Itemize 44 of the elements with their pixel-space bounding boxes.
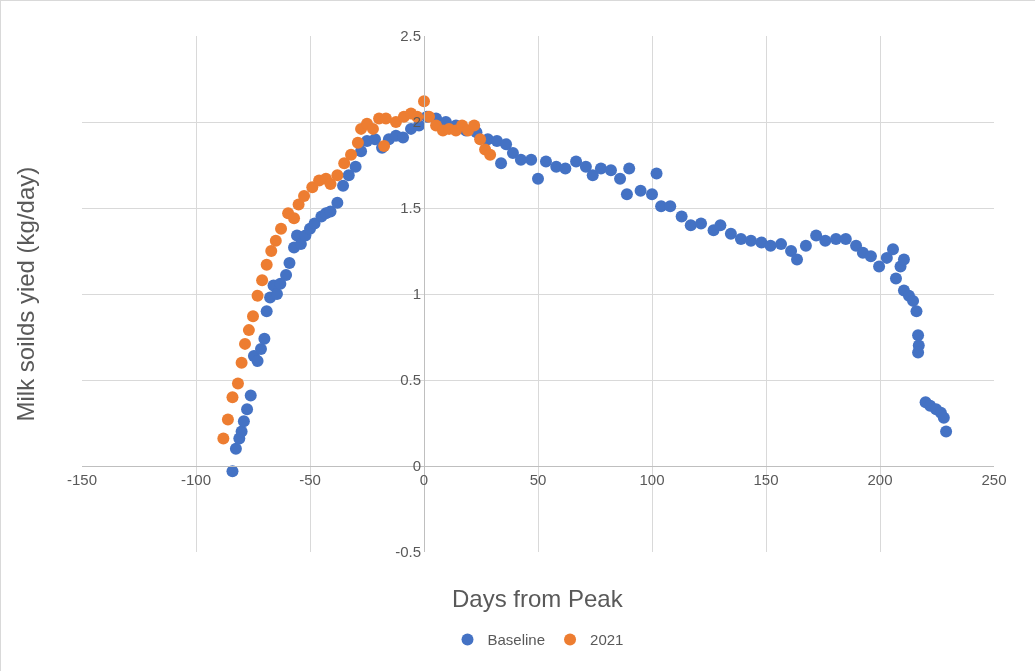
point: [275, 222, 288, 235]
legend-label: 2021: [590, 631, 624, 649]
y-tick-label: 0.5: [400, 371, 421, 389]
x-tick-label: 100: [639, 471, 665, 488]
legend-label: Baseline: [487, 631, 546, 649]
y-axis-title: Milk soilds yied (kg/day): [12, 166, 40, 422]
y-tick-label: -0.5: [395, 543, 421, 561]
point: [298, 189, 311, 202]
x-tick-label: -100: [180, 471, 212, 488]
point: [345, 148, 358, 161]
point: [235, 356, 248, 369]
x-tick-label: 250: [981, 471, 1007, 488]
y-tick-label: 0: [412, 457, 421, 475]
x-tick-label: 150: [753, 471, 779, 488]
y-tick-label: 2: [412, 113, 421, 131]
point: [226, 391, 239, 404]
point: [231, 377, 244, 390]
point: [247, 310, 259, 323]
point: [324, 177, 337, 190]
point: [484, 148, 497, 161]
point: [251, 289, 264, 302]
y-tick-label: 1.5: [400, 199, 421, 217]
y-tick-label: 1: [412, 285, 421, 303]
point: [256, 274, 269, 287]
point: [366, 122, 379, 135]
point: [474, 133, 487, 146]
x-tick-label: 200: [867, 471, 893, 488]
point: [260, 258, 273, 271]
point: [338, 157, 351, 170]
point: [331, 169, 344, 182]
x-tick-label: -150: [66, 471, 98, 488]
point: [351, 136, 364, 149]
x-tick-label: 50: [529, 471, 547, 488]
x-tick-label: -50: [299, 471, 321, 488]
point: [217, 432, 230, 445]
point: [288, 212, 301, 225]
point: [468, 119, 481, 132]
point: [239, 337, 252, 350]
x-axis-title: Days from Peak: [452, 585, 624, 612]
point: [242, 324, 255, 337]
point: [265, 245, 278, 257]
y-tick-label: 2.5: [400, 27, 421, 45]
point: [269, 234, 282, 247]
point: [221, 413, 234, 426]
